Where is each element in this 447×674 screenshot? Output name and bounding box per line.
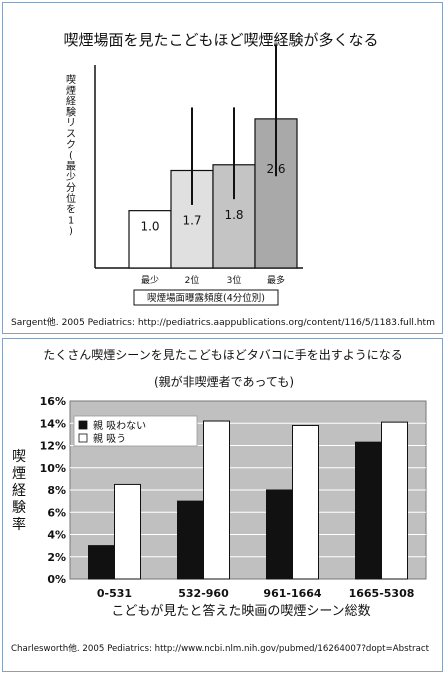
legend-swatch-1 bbox=[78, 420, 88, 430]
x-axis-label-box bbox=[133, 289, 279, 306]
bar-s1-4 bbox=[355, 441, 382, 580]
category-label-4: 最多 bbox=[267, 274, 285, 286]
bar-s2-1 bbox=[114, 483, 141, 580]
value-label-2: 1.7 bbox=[182, 214, 201, 228]
y-tick-5: 10% bbox=[40, 462, 66, 475]
category-label-2: 2位 bbox=[185, 274, 200, 286]
legend-label-1: 親 吸わない bbox=[93, 419, 146, 432]
category-label-1: 0-531 bbox=[97, 587, 132, 600]
y-tick-7: 14% bbox=[40, 417, 66, 430]
y-tick-2: 4% bbox=[47, 529, 66, 542]
x-axis-label: 喫煙場面曝露頻度(4分位別) bbox=[147, 292, 265, 304]
chart-subtitle: (親が非喫煙者であっても) bbox=[154, 374, 294, 389]
y-tick-3: 6% bbox=[47, 506, 66, 519]
value-label-4: 2.6 bbox=[266, 162, 285, 176]
bar-s2-2 bbox=[203, 420, 230, 580]
chart-title: たくさん喫煙シーンを見たこどもほどタバコに手を出すようになる bbox=[43, 348, 402, 362]
source-citation: Charlesworth他. 2005 Pediatrics: http://w… bbox=[11, 643, 430, 654]
risk-chart-panel: 喫煙場面を見たこどもほど喫煙経験が多くなる喫煙経験リスク(最少分位を 1) 1.0 最… bbox=[2, 2, 443, 334]
category-label-3: 961-1664 bbox=[263, 587, 321, 600]
legend-label-2: 親 吸う bbox=[93, 432, 126, 445]
value-label-3: 1.8 bbox=[224, 208, 243, 222]
x-axis-label: こどもが見たと答えた映画の喫煙シーン総数 bbox=[111, 603, 370, 619]
y-axis-label: 喫煙経験率 bbox=[12, 449, 26, 533]
legend-swatch-2 bbox=[78, 433, 88, 443]
y-tick-1: 2% bbox=[47, 551, 66, 564]
source-citation: Sargent他. 2005 Pediatrics: http://pediat… bbox=[11, 316, 435, 328]
category-label-2: 532-960 bbox=[178, 587, 229, 600]
value-label-1: 1.0 bbox=[140, 220, 159, 234]
y-tick-4: 8% bbox=[47, 484, 66, 497]
y-tick-6: 12% bbox=[40, 440, 66, 453]
chart-title: 喫煙場面を見たこどもほど喫煙経験が多くなる bbox=[63, 31, 378, 49]
legend-box bbox=[73, 415, 198, 447]
bar-s1-2 bbox=[177, 500, 204, 580]
smoking-rate-chart-panel: たくさん喫煙シーンを見たこどもほどタバコに手を出すようになる (親が非喫煙者であっ… bbox=[2, 338, 443, 672]
bar-s2-3 bbox=[292, 424, 319, 580]
y-tick-0: 0% bbox=[47, 573, 66, 586]
bar-s2-4 bbox=[381, 421, 408, 580]
y-tick-8: 16% bbox=[40, 395, 66, 408]
smoking-rate-chart: たくさん喫煙シーンを見たこどもほどタバコに手を出すようになる (親が非喫煙者であっ… bbox=[11, 348, 430, 654]
category-label-1: 最少 bbox=[141, 275, 159, 286]
bar-s1-3 bbox=[266, 489, 293, 580]
y-axis-label: 喫煙経験リスク(最少分位を 1) bbox=[66, 74, 76, 237]
bar-s1-1 bbox=[88, 545, 115, 580]
category-label-4: 1665-5308 bbox=[349, 587, 415, 600]
category-label-3: 3位 bbox=[227, 274, 242, 286]
